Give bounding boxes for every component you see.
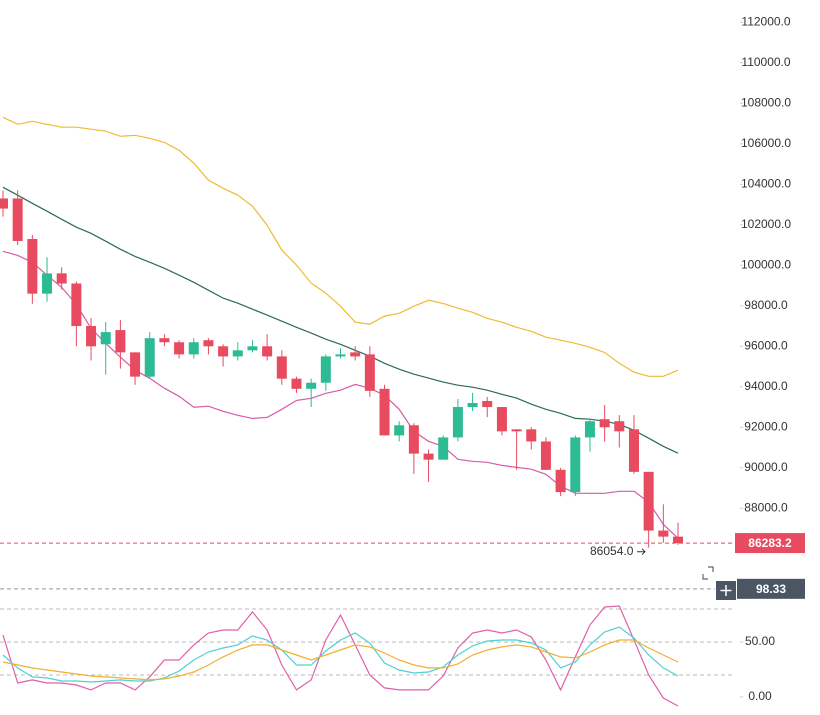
candle-body (496, 407, 507, 432)
candle-body (86, 326, 97, 347)
y-tick-label: 88000.0 (744, 500, 788, 514)
candle-body (115, 330, 126, 353)
expand-icon[interactable] (700, 565, 716, 581)
band-line (2, 250, 679, 539)
band-line (2, 116, 679, 377)
expand-glyph (702, 566, 714, 580)
y-tick-label: 50.00 (745, 634, 775, 648)
candle-body (408, 425, 419, 454)
candle-body (262, 346, 273, 357)
candle-body (526, 429, 537, 442)
y-tick-label: 100000.0 (741, 257, 791, 271)
candle-body (673, 536, 683, 544)
candle-body (379, 388, 390, 436)
candle-body (291, 378, 302, 389)
expand-button[interactable] (700, 565, 716, 581)
y-tick-label: 92000.0 (744, 419, 788, 433)
y-tick-label: 98000.0 (744, 298, 788, 312)
candle-body (130, 352, 141, 377)
candle-body (364, 354, 375, 391)
candle-body (218, 346, 229, 357)
y-tick-label: 90000.0 (744, 460, 788, 474)
candle-body (71, 283, 82, 327)
last-value-badge (737, 578, 805, 599)
y-tick-label: 102000.0 (741, 217, 791, 231)
last-price-badge (735, 533, 805, 554)
candle-body (584, 421, 595, 438)
y-tick-label: 110000.0 (741, 55, 790, 69)
add-glyph (720, 585, 732, 596)
candle-body (350, 352, 361, 357)
y-tick-label: 106000.0 (741, 136, 791, 150)
candle-body (203, 340, 214, 347)
candle-body (42, 273, 53, 294)
low-annotation: 86054.0 (590, 544, 634, 558)
candle-body (511, 429, 522, 432)
band-line (2, 186, 679, 454)
candle-body (188, 342, 199, 355)
add-button[interactable] (716, 581, 736, 600)
candle-body (570, 437, 581, 493)
candle-body (423, 453, 434, 460)
y-tick-label: 112000.0 (741, 14, 790, 28)
low-arrow (637, 548, 646, 556)
candle-body (628, 429, 639, 472)
oscillator-line (2, 605, 679, 707)
candle-body (159, 338, 170, 343)
candle-body (144, 338, 155, 377)
last-value-label: 98.33 (756, 582, 786, 596)
candle-body (12, 198, 23, 241)
candle-body (27, 238, 38, 294)
candle-body (614, 421, 625, 432)
y-tick-label: 108000.0 (741, 95, 791, 109)
candle-body (599, 419, 610, 428)
candle-body (438, 437, 449, 460)
candle-body (174, 342, 185, 355)
candle-body (247, 346, 258, 351)
y-tick-label: 0.00 (748, 689, 772, 703)
candle-body (320, 356, 331, 383)
candle-body (276, 356, 287, 379)
candle-body (100, 332, 111, 345)
candle-body (482, 400, 493, 408)
plot-layer: 88000.0 90000.0 92000.0 94000.0 96000.0 98000… (0, 14, 805, 707)
last-price-label: 86283.2 (748, 536, 792, 550)
candle-body (555, 469, 566, 493)
oscillator-line (2, 626, 679, 683)
y-tick-label: 94000.0 (744, 379, 788, 393)
candle-body (0, 198, 8, 209)
oscillator-line (2, 639, 679, 681)
candle-body (56, 273, 67, 284)
candle-body (306, 382, 317, 389)
candle-body (335, 354, 346, 357)
candle-body (658, 530, 669, 537)
candle-body (540, 441, 551, 470)
candle-body (452, 407, 463, 438)
y-tick-label: 96000.0 (744, 338, 788, 352)
candle-body (232, 350, 243, 357)
candle-body (467, 402, 478, 408)
candle-body (394, 425, 405, 436)
y-tick-label: 104000.0 (741, 176, 791, 190)
candle-body (643, 471, 654, 531)
